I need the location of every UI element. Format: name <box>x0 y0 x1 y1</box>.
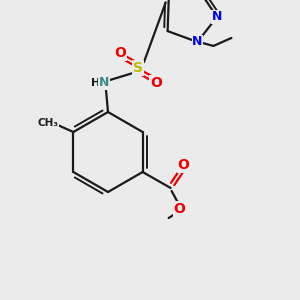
Text: N: N <box>212 11 222 23</box>
Text: N: N <box>192 35 203 49</box>
Text: O: O <box>174 202 186 216</box>
Text: S: S <box>133 61 143 75</box>
Text: CH₃: CH₃ <box>38 118 59 128</box>
Text: O: O <box>114 46 126 60</box>
Text: O: O <box>178 158 190 172</box>
Text: O: O <box>150 76 162 90</box>
Text: H: H <box>92 78 100 88</box>
Text: N: N <box>99 76 109 89</box>
